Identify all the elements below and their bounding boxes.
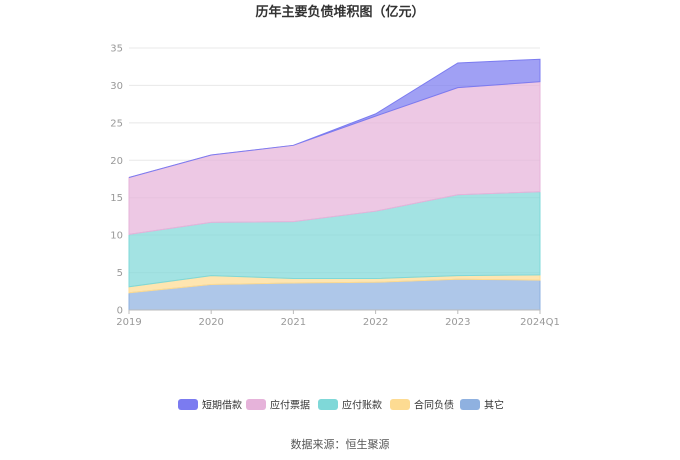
legend-item[interactable]: 合同负债 bbox=[390, 399, 454, 412]
legend: 短期借款 应付票据 应付账款 合同负债 其它 bbox=[178, 399, 504, 412]
legend-label: 短期借款 bbox=[202, 399, 242, 412]
x-tick-label: 2019 bbox=[116, 317, 141, 328]
y-axis: 0 5 10 15 20 25 30 35 bbox=[110, 44, 123, 317]
legend-label: 应付账款 bbox=[342, 399, 382, 412]
y-tick-label: 30 bbox=[110, 81, 123, 92]
legend-swatch bbox=[178, 399, 198, 410]
x-tick-label: 2023 bbox=[445, 317, 470, 328]
x-tick-label: 2024Q1 bbox=[520, 317, 560, 328]
x-tick-label: 2022 bbox=[363, 317, 388, 328]
legend-label: 应付票据 bbox=[270, 399, 310, 412]
legend-swatch bbox=[390, 399, 410, 410]
legend-item[interactable]: 应付账款 bbox=[318, 399, 382, 412]
x-axis: 2019 2020 2021 2022 2023 2024Q1 bbox=[116, 309, 560, 328]
legend-item[interactable]: 其它 bbox=[460, 399, 504, 412]
y-tick-label: 25 bbox=[110, 118, 123, 129]
legend-item[interactable]: 短期借款 bbox=[178, 399, 242, 412]
x-tick-label: 2020 bbox=[198, 317, 223, 328]
legend-label: 合同负债 bbox=[414, 399, 454, 412]
legend-swatch bbox=[460, 399, 480, 410]
y-tick-label: 35 bbox=[110, 44, 123, 55]
legend-swatch bbox=[318, 399, 338, 410]
y-tick-label: 20 bbox=[110, 156, 123, 167]
chart-title: 历年主要负债堆积图（亿元） bbox=[255, 4, 424, 20]
source-note: 数据来源：恒生聚源 bbox=[290, 438, 390, 451]
legend-item[interactable]: 应付票据 bbox=[246, 399, 310, 412]
y-tick-label: 0 bbox=[117, 306, 123, 317]
legend-label: 其它 bbox=[484, 399, 504, 412]
plot-areas bbox=[128, 58, 541, 311]
y-tick-label: 5 bbox=[117, 268, 123, 279]
y-tick-label: 10 bbox=[110, 231, 123, 242]
area-series-5 bbox=[128, 58, 541, 178]
legend-swatch bbox=[246, 399, 266, 410]
x-tick-label: 2021 bbox=[281, 317, 306, 328]
y-tick-label: 15 bbox=[110, 193, 123, 204]
